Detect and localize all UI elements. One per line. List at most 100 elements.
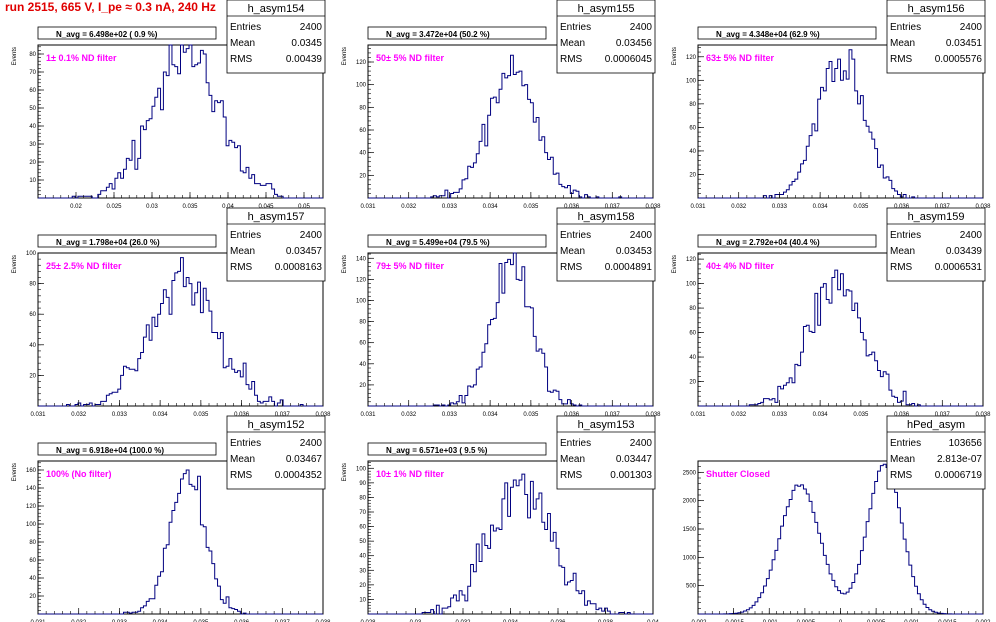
stats-value-entries: 2400	[630, 438, 653, 449]
stats-value-mean: 2.813e-07	[937, 454, 982, 465]
stats-box	[556, 0, 656, 74]
stats-box	[226, 207, 326, 282]
x-tick-label: 0.031	[360, 412, 376, 418]
stats-key-entries: Entries	[890, 22, 921, 33]
x-tick-label: 0.036	[564, 204, 580, 210]
y-tick-label: 500	[686, 584, 697, 590]
y-axis-label: Events	[672, 255, 678, 273]
y-axis-label: Events	[342, 47, 348, 65]
navg-label: N_avg = 6.918e+04 (100.0 %)	[56, 446, 164, 455]
y-tick-label: 40	[689, 355, 696, 361]
filter-label: 1± 0.1% ND filter	[46, 53, 117, 63]
histogram-line	[368, 54, 653, 199]
x-tick-label: 0.037	[605, 412, 621, 418]
x-tick-label: 0.032	[71, 620, 87, 622]
x-tick-label: 0.032	[401, 412, 417, 418]
stats-key-entries: Entries	[890, 230, 921, 241]
x-tick-label: 0.035	[853, 412, 869, 418]
x-tick-label: 0.031	[690, 412, 706, 418]
stats-box	[226, 0, 326, 74]
x-tick-label: 0.037	[935, 412, 951, 418]
navg-box	[37, 442, 217, 456]
y-axis-label: Events	[12, 47, 18, 65]
y-tick-label: 20	[359, 583, 366, 589]
navg-label: N_avg = 3.472e+04 (50.2 %)	[386, 30, 490, 39]
y-tick-label: 60	[29, 312, 36, 318]
y-tick-label: 30	[29, 142, 36, 148]
x-tick-label: 0.045	[258, 204, 274, 210]
x-tick-label: 0.031	[30, 620, 46, 622]
y-tick-label: 20	[689, 380, 696, 386]
x-tick-label: 0.035	[523, 204, 539, 210]
y-tick-label: 40	[359, 554, 366, 560]
stats-box	[226, 415, 326, 490]
histogram-panel-h_asym158: 0.031 0.032 0.033 0.034 0.035 0.036 0.037 0.038…	[342, 207, 661, 430]
x-tick-label: 0.036	[550, 620, 566, 622]
stats-value-entries: 2400	[630, 230, 653, 241]
histogram-panel-h_asym152: 0.031 0.032 0.033 0.034 0.035 0.036 0.037 0.038…	[12, 415, 331, 622]
x-tick-label: -0.0005	[795, 620, 816, 622]
y-tick-label: 80	[689, 306, 696, 312]
y-tick-label: 20	[29, 594, 36, 600]
stats-value-mean: 0.03447	[616, 454, 653, 465]
stats-title: h_asym156	[908, 3, 965, 15]
y-tick-label: 40	[29, 576, 36, 582]
filter-label: 40± 4% ND filter	[706, 261, 774, 271]
navg-box	[37, 26, 217, 40]
y-tick-label: 20	[689, 172, 696, 178]
x-tick-label: 0.034	[813, 204, 829, 210]
histogram-line	[38, 469, 323, 615]
x-tick-label: 0.034	[483, 412, 499, 418]
x-tick-label: 0.001	[904, 620, 920, 622]
stats-value-mean: 0.03457	[286, 246, 323, 257]
histogram-panel-h_asym159: 0.031 0.032 0.033 0.034 0.035 0.036 0.037 0.038…	[672, 207, 991, 430]
stats-key-entries: Entries	[230, 230, 261, 241]
y-tick-label: 100	[686, 282, 697, 288]
y-tick-label: 100	[26, 251, 37, 257]
y-tick-label: 80	[689, 102, 696, 108]
stats-key-rms: RMS	[890, 470, 913, 481]
x-tick-label: 0.036	[234, 412, 250, 418]
plot-frame	[697, 252, 984, 407]
stats-key-mean: Mean	[890, 246, 915, 257]
plot-frame	[37, 460, 324, 615]
x-tick-label: 0.033	[442, 412, 458, 418]
stats-key-entries: Entries	[230, 22, 261, 33]
histogram-line	[368, 473, 653, 615]
x-tick-label: 0.034	[503, 620, 519, 622]
x-tick-label: 0.035	[182, 204, 198, 210]
stats-value-rms: 0.0006531	[935, 262, 983, 273]
x-tick-label: 0.033	[772, 412, 788, 418]
histogram-panel-h_asym154: 0.02 0.025 0.03 0.035 0.04 0.045 0.05 10 20 30 40 5…	[12, 0, 326, 222]
histogram-line	[368, 252, 653, 407]
navg-box	[367, 442, 547, 456]
y-tick-label: 60	[359, 128, 366, 134]
stats-value-rms: 0.0004352	[275, 470, 323, 481]
x-tick-label: 0.031	[30, 412, 46, 418]
histogram-line	[698, 463, 983, 615]
x-tick-label: 0.033	[112, 412, 128, 418]
histogram-line	[698, 269, 983, 407]
y-tick-label: 100	[356, 466, 367, 472]
x-tick-label: 0.038	[645, 204, 661, 210]
y-tick-label: 60	[29, 88, 36, 94]
stats-value-mean: 0.0345	[291, 38, 322, 49]
stats-value-mean: 0.03467	[286, 454, 323, 465]
page-title: run 2515, 665 V, I_pe ≈ 0.3 nA, 240 Hz	[5, 0, 216, 14]
stats-key-mean: Mean	[230, 38, 255, 49]
stats-value-mean: 0.03451	[946, 38, 983, 49]
y-tick-label: 140	[26, 486, 37, 492]
x-tick-label: 0.036	[564, 412, 580, 418]
y-tick-label: 30	[359, 568, 366, 574]
navg-box	[697, 26, 877, 40]
stats-key-rms: RMS	[230, 470, 253, 481]
stats-key-mean: Mean	[230, 246, 255, 257]
x-tick-label: 0.032	[71, 412, 87, 418]
y-tick-label: 2500	[683, 470, 697, 476]
x-tick-label: 0.04	[222, 204, 234, 210]
x-tick-label: 0.002	[975, 620, 991, 622]
y-tick-label: 40	[689, 149, 696, 155]
stats-value-rms: 0.0006719	[935, 470, 983, 481]
